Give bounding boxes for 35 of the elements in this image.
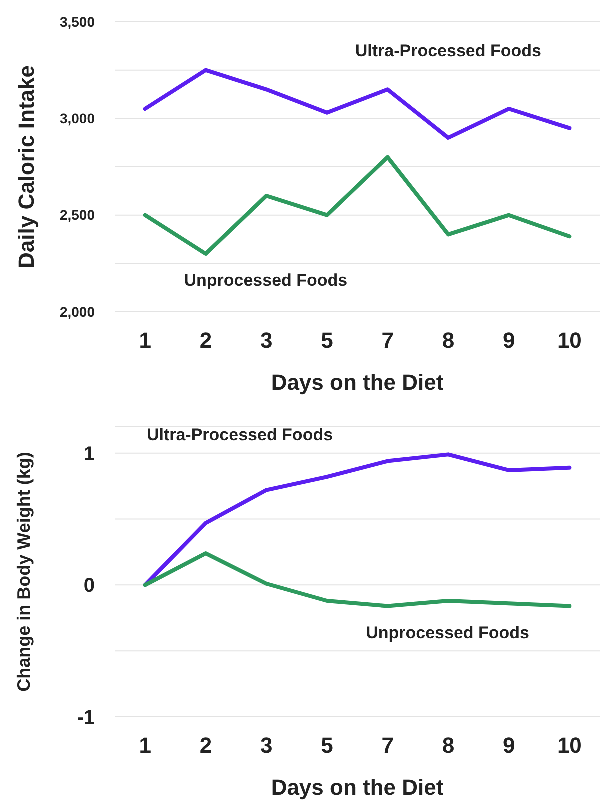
y-tick-label: 0 xyxy=(84,575,95,598)
x-tick-label: 8 xyxy=(442,328,455,353)
x-tick-label: 1 xyxy=(139,328,152,353)
x-tick-label: 7 xyxy=(382,733,394,758)
x-tick-label: 2 xyxy=(200,733,212,758)
line-series xyxy=(143,155,572,256)
x-tick-label: 10 xyxy=(557,328,582,353)
y-tick-label: 3,000 xyxy=(60,110,96,127)
y-tick-label: 1 xyxy=(84,443,95,466)
x-tick-label: 7 xyxy=(382,328,394,353)
y-tick-label: 3,500 xyxy=(60,14,96,30)
x-tick-label: 3 xyxy=(260,328,273,353)
line-series xyxy=(143,68,572,140)
line-series xyxy=(143,552,572,608)
x-tick-label: 5 xyxy=(321,733,334,758)
x-tick-label: 2 xyxy=(200,328,212,353)
series-label: Unprocessed Foods xyxy=(366,623,530,642)
x-tick-label: 1 xyxy=(139,733,152,758)
x-tick-label: 9 xyxy=(502,733,516,758)
y-tick-label: 2,500 xyxy=(60,207,96,224)
line-series xyxy=(143,452,572,588)
x-tick-label: 5 xyxy=(321,328,334,353)
text: Ultra-Processed Foods xyxy=(355,41,542,60)
x-tick-label: 8 xyxy=(442,733,455,758)
x-axis-title: Days on the Diet xyxy=(271,370,444,395)
x-tick-label: 3 xyxy=(260,733,273,758)
x-tick-label: 9 xyxy=(502,328,516,353)
y-tick-label: 2,000 xyxy=(60,304,96,320)
y-axis-title: Daily Caloric Intake xyxy=(14,66,39,268)
series-label: Ultra-Processed Foods xyxy=(146,426,334,445)
y-tick-label: -1 xyxy=(77,707,95,729)
x-axis-title: Days on the Diet xyxy=(271,775,444,800)
x-tick-label: 10 xyxy=(557,733,582,758)
series-label: Unprocessed Foods xyxy=(184,271,348,290)
y-axis-title: Change in Body Weight (kg) xyxy=(14,452,34,692)
